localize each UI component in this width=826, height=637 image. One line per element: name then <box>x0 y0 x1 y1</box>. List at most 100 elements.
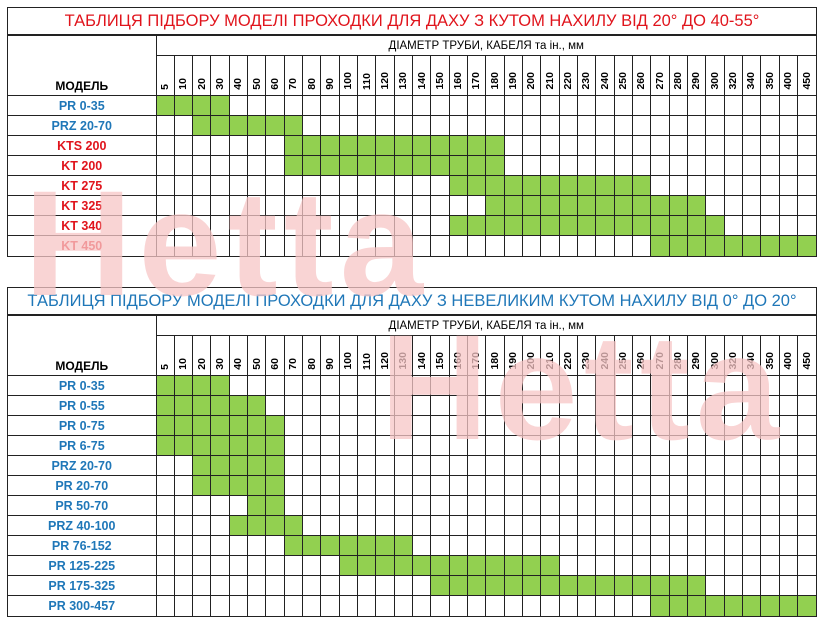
range-cell <box>796 515 816 536</box>
diameter-tick: 190 <box>503 55 524 96</box>
range-cell <box>210 135 230 156</box>
range-cell <box>412 235 432 256</box>
range-cell <box>338 395 359 416</box>
range-cell <box>320 235 340 256</box>
range-cell <box>412 455 432 476</box>
range-cell-filled <box>320 135 340 156</box>
diameter-tick: 20 <box>192 335 212 376</box>
range-cell <box>595 455 615 476</box>
range-cell <box>595 535 615 556</box>
range-cell-filled <box>723 595 744 616</box>
range-cell <box>595 495 615 516</box>
range-cell <box>503 535 524 556</box>
range-cell <box>247 135 267 156</box>
tick-label: 340 <box>745 352 758 370</box>
table-row: KT 340 <box>8 215 816 236</box>
range-cell <box>522 595 542 616</box>
diameter-tick: 250 <box>613 335 634 376</box>
range-cell-filled <box>265 435 285 456</box>
diameter-tick: 10 <box>173 335 194 376</box>
range-cell-filled <box>687 235 707 256</box>
range-cell <box>173 555 194 576</box>
range-cell <box>485 595 505 616</box>
range-cell <box>741 155 762 176</box>
range-cell-filled <box>265 115 285 136</box>
range-cell-filled <box>192 95 212 116</box>
range-cell <box>210 575 230 596</box>
range-cell <box>302 415 322 436</box>
range-cell <box>448 455 469 476</box>
range-cell <box>723 515 744 536</box>
range-cell-filled <box>577 195 597 216</box>
range-cell <box>558 495 579 516</box>
range-cell <box>778 435 798 456</box>
range-cell <box>173 535 194 556</box>
range-cell <box>650 435 670 456</box>
range-cell <box>741 535 762 556</box>
tick-label: 320 <box>727 72 740 90</box>
range-cell <box>760 195 780 216</box>
range-cell <box>192 195 212 216</box>
range-cell <box>155 495 175 516</box>
range-cell <box>192 175 212 196</box>
range-cell <box>375 415 395 436</box>
range-cell-filled <box>375 135 395 156</box>
range-cell <box>375 435 395 456</box>
range-cell <box>796 375 816 396</box>
range-cell <box>485 515 505 536</box>
range-cell <box>760 95 780 116</box>
diameter-tick: 290 <box>687 55 707 96</box>
range-cell <box>668 175 689 196</box>
diameter-tick: 150 <box>430 335 450 376</box>
range-cell <box>210 175 230 196</box>
range-cell-filled <box>283 155 304 176</box>
range-cell <box>540 415 560 436</box>
range-cell-filled <box>357 555 377 576</box>
model-name: PR 20-70 <box>8 475 157 496</box>
range-cell-filled <box>503 215 524 236</box>
range-cell <box>723 195 744 216</box>
range-cell <box>760 535 780 556</box>
range-cell <box>778 195 798 216</box>
range-cell-filled <box>155 395 175 416</box>
range-cell-filled <box>485 155 505 176</box>
range-cell <box>247 175 267 196</box>
range-cell-filled <box>705 215 725 236</box>
range-cell <box>393 575 414 596</box>
range-cell <box>687 535 707 556</box>
range-cell <box>357 575 377 596</box>
range-cell <box>687 515 707 536</box>
range-cell <box>668 395 689 416</box>
range-cell <box>577 535 597 556</box>
diameter-tick: 400 <box>778 55 798 96</box>
range-cell <box>577 95 597 116</box>
range-cell-filled <box>503 195 524 216</box>
range-cell <box>632 395 652 416</box>
range-cell <box>723 415 744 436</box>
range-cell <box>338 595 359 616</box>
range-cell <box>595 95 615 116</box>
range-cell <box>357 435 377 456</box>
range-cell <box>320 375 340 396</box>
range-cell <box>302 95 322 116</box>
range-cell <box>687 375 707 396</box>
range-cell-filled <box>650 215 670 236</box>
range-cell <box>467 375 487 396</box>
diameter-tick: 40 <box>228 335 249 376</box>
range-cell-filled <box>668 235 689 256</box>
range-cell-filled <box>302 155 322 176</box>
diameter-tick: 180 <box>485 335 505 376</box>
tick-label: 190 <box>507 352 520 370</box>
model-name: PR 76-152 <box>8 535 157 556</box>
range-cell <box>558 435 579 456</box>
range-cell <box>577 155 597 176</box>
range-cell-filled <box>338 535 359 556</box>
range-cell <box>668 555 689 576</box>
range-cell <box>705 115 725 136</box>
range-cell <box>210 555 230 576</box>
tick-label: 290 <box>690 352 703 370</box>
range-cell <box>687 455 707 476</box>
range-cell <box>796 175 816 196</box>
diameter-tick: 5 <box>156 335 175 376</box>
range-cell <box>155 235 175 256</box>
